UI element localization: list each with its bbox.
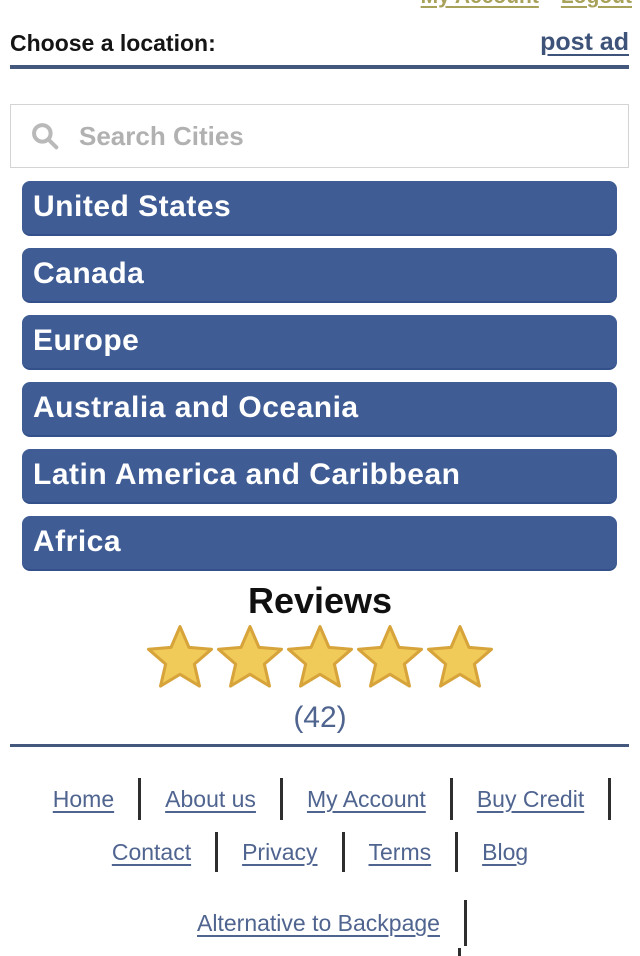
post-ad-link[interactable]: post ad — [540, 28, 629, 56]
reviews-title: Reviews — [247, 580, 393, 621]
footer-separator — [463, 900, 467, 946]
search-icon — [29, 120, 61, 152]
location-button-europe[interactable]: Europe — [22, 315, 617, 370]
footer-link-blog[interactable]: Blog — [482, 838, 529, 865]
location-button-united-states[interactable]: United States — [22, 181, 617, 236]
footer-separator — [608, 778, 612, 820]
location-button-latin-america-and-caribbean[interactable]: Latin America and Caribbean — [22, 449, 617, 504]
star-icon — [427, 625, 493, 688]
location-button-australia-and-oceania[interactable]: Australia and Oceania — [22, 382, 617, 437]
footer-separator — [455, 832, 459, 872]
footer-link-buy-credit[interactable]: Buy Credit — [476, 785, 585, 812]
header-divider — [10, 65, 629, 69]
page-title: Choose a location: — [10, 30, 216, 56]
search-input[interactable] — [77, 119, 628, 153]
footer-row: Alternative to Backpage — [0, 900, 640, 946]
footer-link-alternative-to-backpage[interactable]: Alternative to Backpage — [197, 909, 440, 936]
location-list: United States Canada Europe Australia and O… — [22, 181, 617, 583]
star-icon — [287, 625, 353, 688]
review-count[interactable]: (42) — [293, 701, 347, 734]
footer-link-terms[interactable]: Terms — [368, 838, 432, 865]
logout-link[interactable]: Logout — [561, 0, 632, 9]
header: Choose a location: post ad — [10, 28, 629, 57]
star-rating — [0, 621, 640, 695]
my-account-link-top[interactable]: My Account — [421, 0, 539, 9]
footer-row: Home About us My Account Buy Credit — [0, 778, 640, 820]
footer-separator — [279, 778, 283, 820]
footer-link-home[interactable]: Home — [52, 785, 115, 812]
footer-link-about-us[interactable]: About us — [165, 785, 256, 812]
footer-separator — [449, 778, 453, 820]
footer-row: Contact Privacy Terms Blog — [0, 832, 640, 872]
footer-link-privacy[interactable]: Privacy — [242, 838, 318, 865]
star-icon — [357, 625, 423, 688]
footer-divider — [10, 744, 629, 747]
star-icon — [147, 625, 213, 688]
partial-footer-row — [0, 948, 640, 956]
footer-link-contact[interactable]: Contact — [111, 838, 192, 865]
footer-separator — [215, 832, 219, 872]
footer-separator — [341, 832, 345, 872]
top-account-nav: My Account Logout — [421, 0, 632, 9]
location-button-africa[interactable]: Africa — [22, 516, 617, 571]
footer-separator — [138, 778, 142, 820]
footer-link-my-account[interactable]: My Account — [306, 785, 426, 812]
star-icon — [217, 625, 283, 688]
footer-separator — [457, 948, 461, 956]
search-box[interactable] — [10, 104, 629, 168]
location-button-canada[interactable]: Canada — [22, 248, 617, 303]
